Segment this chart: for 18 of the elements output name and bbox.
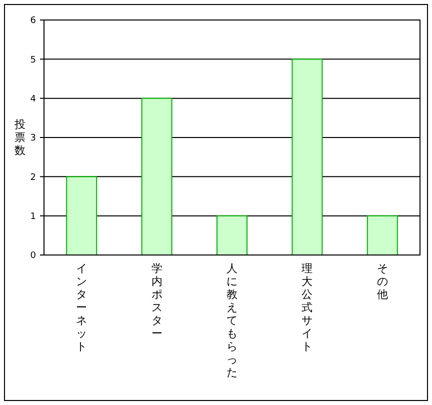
bar [216, 215, 248, 256]
y-tick-label: 3 [30, 134, 36, 144]
y-tick-label: 1 [30, 212, 36, 222]
x-tick-label: 学内ポスター [151, 262, 162, 340]
bar [292, 58, 323, 256]
y-tick-label: 2 [30, 172, 36, 183]
bar [141, 98, 172, 256]
y-tick-label: 6 [30, 16, 36, 26]
y-tick-label: 0 [30, 251, 36, 262]
x-tick-label: 理大公式サイト [302, 262, 313, 353]
category-label: 人に教えてもらった [226, 262, 238, 379]
y-tick-label: 4 [30, 94, 36, 104]
y-axis-title: 投票数 [14, 118, 26, 157]
x-tick-label: インターネット [76, 262, 88, 353]
bar [366, 215, 398, 256]
x-tick-label: その他 [376, 262, 388, 301]
y-tick-label: 5 [30, 55, 36, 66]
bar [66, 176, 98, 256]
